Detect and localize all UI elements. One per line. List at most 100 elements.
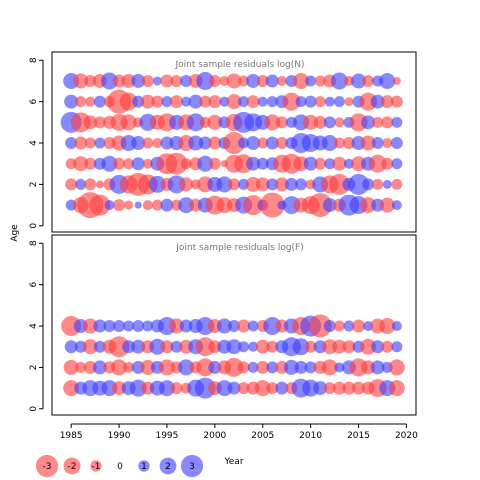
residual-bubble <box>381 340 394 353</box>
y-axis-title: Age <box>10 224 20 242</box>
residual-bubble <box>208 95 222 109</box>
legend-bubble <box>180 454 204 478</box>
residual-bubble <box>332 156 347 171</box>
residual-bubble <box>256 360 270 374</box>
residual-bubble <box>382 138 393 149</box>
residual-bubble <box>186 113 205 132</box>
residual-bubble <box>226 73 242 89</box>
residual-bubble <box>179 319 193 333</box>
legend-label: 2 <box>165 462 171 472</box>
residual-bubble <box>343 75 354 86</box>
residual-bubble <box>199 95 212 108</box>
residual-bubble <box>84 178 97 191</box>
residual-bubble <box>255 339 270 354</box>
panel-log-n-title: Joint sample residuals log(N) <box>174 60 304 70</box>
residual-bubble <box>93 116 106 129</box>
residual-bubble <box>178 359 195 376</box>
residual-bubble <box>254 380 271 397</box>
residual-bubble <box>303 114 319 130</box>
residual-bubble <box>238 75 250 87</box>
residual-bubble <box>391 178 403 190</box>
residual-bubble <box>276 75 287 86</box>
residual-bubble <box>140 94 155 109</box>
residual-bubble <box>141 74 154 87</box>
residual-bubble <box>391 341 403 353</box>
residual-bubble <box>295 178 308 191</box>
residual-bubble <box>95 180 104 189</box>
residual-bubble <box>188 135 204 151</box>
residual-bubble <box>314 96 326 108</box>
residual-bubble <box>120 114 137 131</box>
residual-bubble <box>165 152 188 175</box>
residual-bubble <box>160 136 174 150</box>
panel-log-n-frame <box>51 51 417 233</box>
residual-bubble <box>208 157 221 170</box>
y-tick-label: 6 <box>29 99 39 105</box>
residual-bubble <box>224 357 244 377</box>
residual-bubble <box>392 76 401 85</box>
legend-bubble <box>159 457 177 475</box>
panel-log-f-title: Joint sample residuals log(F) <box>175 243 303 253</box>
residual-bubble <box>75 361 87 373</box>
residual-bubble <box>93 340 106 353</box>
residual-bubble <box>124 200 134 210</box>
residual-bubble <box>179 177 194 192</box>
residual-bubble <box>223 132 245 155</box>
residual-bubble <box>246 73 261 88</box>
residual-bubble <box>151 95 164 108</box>
x-axis-title: Year <box>223 457 243 467</box>
residual-bubble <box>103 320 116 333</box>
residual-bubble <box>238 137 250 149</box>
residual-bubble <box>333 96 345 108</box>
residual-bubble <box>75 96 87 108</box>
residual-bubble <box>295 96 307 108</box>
residual-bubble <box>158 359 175 376</box>
y-tick-label: 6 <box>29 282 39 288</box>
residual-bubble <box>119 92 138 111</box>
residual-bubble <box>160 74 174 88</box>
x-tick-label: 1995 <box>155 431 178 441</box>
legend-label: -3 <box>43 462 52 472</box>
residual-bubble <box>123 361 135 373</box>
y-tick-label: 2 <box>29 365 39 371</box>
residual-bubble <box>134 201 142 209</box>
residual-bubble <box>131 73 146 88</box>
residual-bubble <box>322 198 337 213</box>
residual-bubble <box>379 72 396 89</box>
residual-bubble <box>65 178 78 191</box>
residual-bubble <box>93 319 107 333</box>
residual-bubble <box>266 340 279 353</box>
residual-bubble <box>314 75 326 87</box>
y-tick-label: 4 <box>29 323 39 329</box>
residual-bubble <box>379 318 396 335</box>
residual-bubble <box>372 116 384 128</box>
residual-bubble <box>149 338 166 355</box>
residual-bubble <box>292 338 310 356</box>
residual-bubble <box>255 177 270 192</box>
residual-bubble <box>158 380 175 397</box>
residual-bubble <box>333 320 345 332</box>
residual-bubble <box>74 136 88 150</box>
legend-bubble <box>138 460 150 472</box>
legend-bubble <box>63 457 81 475</box>
residual-bubble <box>198 136 212 150</box>
residual-bubble <box>371 340 385 354</box>
residual-bubble <box>371 137 384 150</box>
residual-bubble <box>112 381 127 396</box>
residual-bubble <box>294 360 308 374</box>
residual-bubble <box>265 136 279 150</box>
residual-bubble <box>323 320 336 333</box>
panel-log-f-frame <box>51 234 417 416</box>
panel-log-f: Joint sample residuals log(F) 0 2 4 6 8 <box>29 234 417 416</box>
residual-bubble <box>343 320 355 332</box>
residual-bubble <box>228 178 240 191</box>
residual-bubble <box>360 197 377 214</box>
residual-bubble <box>132 320 145 333</box>
panel-log-f-y-axis: 0 2 4 6 8 <box>29 240 44 412</box>
residual-bubble <box>323 382 336 395</box>
residual-bubble <box>178 197 195 214</box>
legend-label: -2 <box>68 462 77 472</box>
residual-bubble <box>93 95 106 108</box>
residual-bubble <box>275 137 288 150</box>
